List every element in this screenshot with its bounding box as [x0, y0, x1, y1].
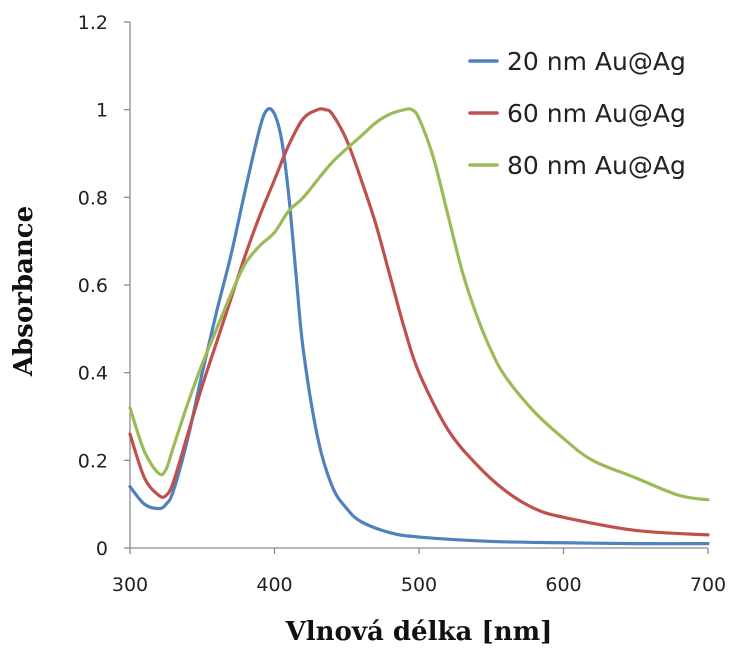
series-lines: [128, 107, 710, 546]
x-tick-label: 500: [401, 574, 437, 596]
legend-label-1: 20 nm Au@Ag: [507, 47, 686, 76]
legend-label-3: 80 nm Au@Ag: [507, 151, 686, 180]
x-tick-label: 300: [112, 574, 148, 596]
legend: 20 nm Au@Ag 60 nm Au@Ag 80 nm Au@Ag: [468, 47, 686, 180]
legend-label-2: 60 nm Au@Ag: [507, 99, 686, 128]
x-axis-title: Vlnová délka [nm]: [285, 617, 553, 647]
tick-marks: 0 0.2 0.4 0.6 0.8 1 1.2 300 400 500 600 700: [78, 12, 726, 596]
series-line-2: [128, 107, 710, 537]
y-tick-label: 0: [96, 538, 108, 560]
y-tick-label: 0.2: [78, 450, 108, 472]
y-tick-label: 0.6: [78, 275, 108, 297]
x-tick-label: 700: [690, 574, 726, 596]
y-axis-title: Absorbance: [9, 206, 39, 377]
y-tick-label: 0.4: [78, 363, 108, 385]
y-tick-label: 0.8: [78, 187, 108, 209]
y-tick-label: 1: [96, 100, 108, 122]
y-tick-label: 1.2: [78, 12, 108, 34]
series-line-1: [128, 107, 710, 546]
x-tick-label: 400: [256, 574, 292, 596]
x-tick-label: 600: [545, 574, 581, 596]
series-line-3: [128, 107, 710, 502]
